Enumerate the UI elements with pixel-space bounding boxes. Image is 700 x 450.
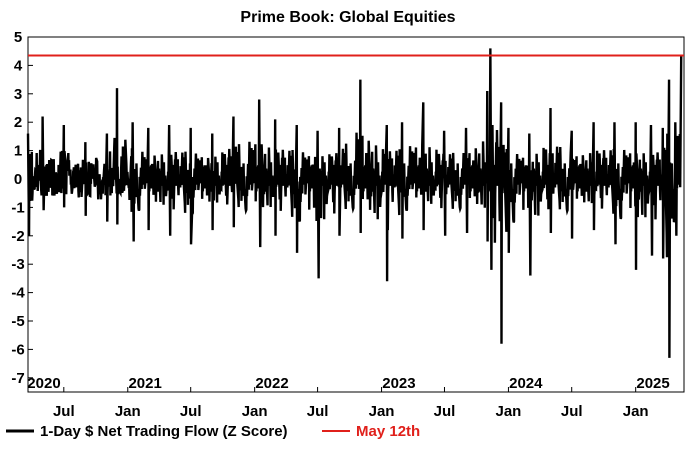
x-tick-label: Jan [115, 403, 141, 420]
year-label: 2023 [382, 375, 415, 392]
y-tick-label: 2 [14, 114, 22, 131]
y-tick-label: 3 [14, 86, 22, 103]
x-tick-label: Jul [434, 403, 456, 420]
x-tick-label: Jul [561, 403, 583, 420]
x-tick-label: Jan [623, 403, 649, 420]
x-tick-label: Jul [53, 403, 75, 420]
x-tick-label: Jul [180, 403, 202, 420]
year-label: 2022 [255, 375, 288, 392]
y-tick-label: ‑7 [11, 370, 24, 387]
legend: 1-Day $ Net Trading Flow (Z Score) May 12… [6, 423, 420, 440]
y-tick-label: 4 [14, 57, 23, 74]
series-line-net-trading-flow [26, 48, 683, 358]
legend-label-flow: 1-Day $ Net Trading Flow (Z Score) [40, 423, 288, 440]
plot-area [26, 48, 684, 358]
y-tick-label: ‑1 [11, 199, 24, 216]
year-label: 2021 [128, 375, 161, 392]
legend-label-may-12th: May 12th [356, 423, 420, 440]
y-tick-label: 1 [14, 143, 22, 160]
y-tick-label: ‑4 [11, 285, 25, 302]
x-tick-label: Jan [369, 403, 395, 420]
y-tick-label: ‑3 [11, 256, 24, 273]
chart-title: Prime Book: Global Equities [240, 9, 455, 26]
year-label: 2024 [509, 375, 543, 392]
y-axis: 5 4 3 2 1 0 ‑1 ‑2 ‑3 ‑4 ‑5 ‑6 ‑7 [11, 29, 33, 387]
x-tick-label: Jul [307, 403, 329, 420]
year-label: 2025 [636, 375, 669, 392]
y-tick-label: 0 [14, 171, 22, 188]
y-tick-label: ‑2 [11, 228, 24, 245]
y-tick-label: ‑6 [11, 341, 24, 358]
x-tick-label: Jan [242, 403, 268, 420]
year-label: 2020 [27, 375, 60, 392]
x-tick-label: Jan [496, 403, 522, 420]
x-axis: Jul Jan Jul Jan Jul Jan Jul Jan Jul Jan 2020 2021 20… [27, 375, 669, 420]
y-tick-label: ‑5 [11, 313, 24, 330]
y-tick-label: 5 [14, 29, 22, 46]
plot-frame [27, 36, 685, 393]
